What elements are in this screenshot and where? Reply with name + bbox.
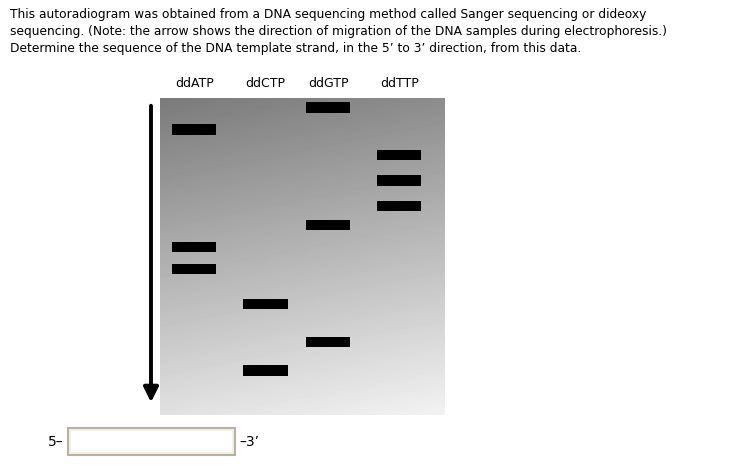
Bar [172, 125, 217, 135]
Text: ddGTP: ddGTP [308, 77, 348, 90]
Text: 5–: 5– [48, 434, 64, 448]
Bar [377, 175, 422, 186]
Text: ddCTP: ddCTP [246, 77, 286, 90]
Bar [377, 200, 422, 211]
Text: ddATP: ddATP [175, 77, 214, 90]
Bar [172, 264, 217, 275]
Bar [306, 102, 350, 113]
Text: This autoradiogram was obtained from a DNA sequencing method called Sanger seque: This autoradiogram was obtained from a D… [10, 8, 667, 55]
Text: ddTTP: ddTTP [380, 77, 419, 90]
Bar [172, 242, 217, 252]
Bar [306, 337, 350, 347]
Bar [377, 150, 422, 160]
Bar [243, 365, 287, 376]
Bar [306, 219, 350, 230]
Bar [68, 428, 235, 455]
Text: –3’: –3’ [239, 434, 259, 448]
Bar [243, 299, 287, 309]
Bar [71, 431, 232, 452]
